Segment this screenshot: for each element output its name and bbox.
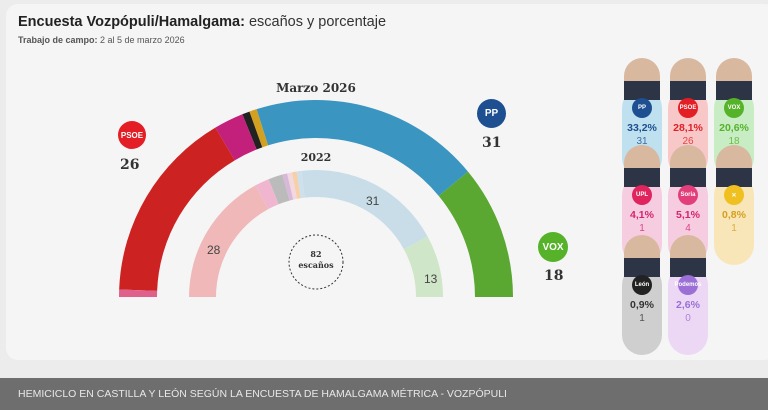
- inner-segment-1: [255, 179, 279, 210]
- psoe-seats: 26: [120, 157, 140, 173]
- candidate-photo: [624, 235, 660, 277]
- inner-segment-3: [282, 173, 294, 201]
- candidate-card: Podemos 2,6% 0: [668, 235, 708, 355]
- inner-segment-2: [268, 174, 290, 205]
- caption-bar: HEMICICLO EN CASTILLA Y LEÓN SEGÚN LA EN…: [0, 378, 768, 410]
- candidate-photo: [670, 58, 706, 100]
- outer-segment-0: [119, 289, 158, 297]
- vote-percentage: 0,9%: [630, 299, 654, 311]
- total-seats: 82: [310, 249, 321, 259]
- inner-segment-4: [287, 172, 297, 200]
- inner-segment-6: [296, 170, 305, 199]
- seat-count: 1: [639, 313, 645, 324]
- candidate-photo: [670, 235, 706, 277]
- pp-seats: 31: [482, 135, 502, 151]
- party-logo-icon: PSOE: [678, 98, 698, 118]
- psoe-logo: PSOE: [118, 121, 146, 149]
- vox-logo: VOX: [538, 232, 568, 262]
- vote-percentage: 28,1%: [673, 122, 703, 134]
- fieldwork-dates: Trabajo de campo: 2 al 5 de marzo 2026: [18, 35, 185, 45]
- inner-label-vox: 13: [424, 272, 438, 286]
- candidate-photo: [716, 58, 752, 100]
- page-title: Encuesta Vozpópuli/Hamalgama: escaños y …: [18, 14, 387, 30]
- inner-segment-7: [301, 170, 428, 250]
- total-unit: escaños: [298, 260, 334, 270]
- vote-percentage: 2,6%: [676, 299, 700, 311]
- vote-percentage: 0,8%: [722, 209, 746, 221]
- pp-logo: PP: [477, 99, 506, 128]
- outer-segment-5: [256, 99, 468, 196]
- candidate-photo: [624, 58, 660, 100]
- outer-segment-4: [249, 109, 269, 148]
- seat-count: 1: [639, 223, 645, 234]
- party-logo-icon: VOX: [724, 98, 744, 118]
- seat-count: 18: [728, 136, 740, 147]
- vote-percentage: 20,6%: [719, 122, 749, 134]
- vote-percentage: 33,2%: [627, 122, 657, 134]
- inner-segment-0: [189, 185, 269, 297]
- outer-title: Marzo 2026: [276, 81, 356, 95]
- outer-segment-6: [438, 171, 513, 297]
- outer-segment-1: [119, 127, 235, 291]
- party-logo-icon: Soria: [678, 185, 698, 205]
- party-logo-icon: León: [632, 275, 652, 295]
- party-logo-icon: ✕: [724, 185, 744, 205]
- candidate-card: León 0,9% 1: [622, 235, 662, 355]
- seat-count: 26: [682, 136, 694, 147]
- inner-label-psoe: 28: [207, 243, 221, 257]
- candidate-photo: [670, 145, 706, 187]
- party-logo-icon: UPL: [632, 185, 652, 205]
- seat-count: 1: [731, 223, 737, 234]
- seat-count: 31: [636, 136, 648, 147]
- candidate-photo: [624, 145, 660, 187]
- seat-count: 0: [685, 313, 691, 324]
- candidate-card: ✕ 0,8% 1: [714, 145, 754, 265]
- outer-segment-2: [215, 114, 257, 161]
- inner-title: 2022: [301, 151, 332, 164]
- seat-count: 4: [685, 223, 691, 234]
- vox-seats: 18: [544, 268, 564, 284]
- vote-percentage: 4,1%: [630, 209, 654, 221]
- party-logo-icon: PP: [632, 98, 652, 118]
- inner-segment-5: [291, 171, 301, 199]
- total-circle: [288, 234, 344, 290]
- candidate-photo: [716, 145, 752, 187]
- inner-label-pp: 31: [366, 194, 380, 208]
- inner-segment-8: [403, 236, 443, 297]
- outer-segment-3: [242, 111, 263, 150]
- party-logo-icon: Podemos: [675, 275, 702, 295]
- vote-percentage: 5,1%: [676, 209, 700, 221]
